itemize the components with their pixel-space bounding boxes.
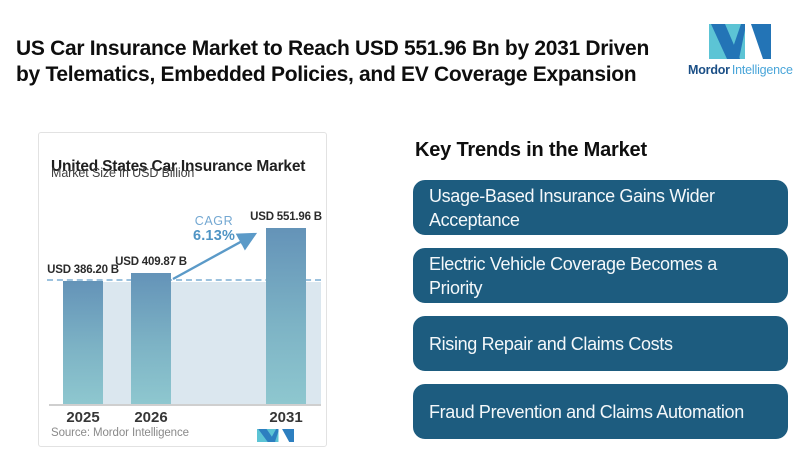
bar-2026	[131, 273, 171, 404]
market-chart-card: United States Car Insurance Market Marke…	[38, 132, 327, 447]
cagr-label: CAGR	[194, 214, 234, 228]
page-title: US Car Insurance Market to Reach USD 551…	[16, 37, 649, 87]
mordor-logo-icon	[709, 24, 771, 59]
chart-source: Source: Mordor Intelligence	[51, 427, 189, 439]
trend-box-repair-claims-costs: Rising Repair and Claims Costs	[410, 313, 791, 374]
bar-value-label: USD 409.87 B	[115, 256, 187, 268]
x-axis-line	[49, 404, 321, 406]
brand-name-secondary: Intelligence	[731, 63, 793, 77]
trend-box-usage-based-insurance: Usage-Based Insurance Gains Wider Accept…	[410, 177, 791, 238]
brand-logo-card: Mordor Intelligence	[688, 8, 793, 97]
cagr-value: 6.13%	[192, 228, 236, 244]
chart-subtitle: Market Size in USD Billion	[51, 166, 195, 180]
cagr-annotation: CAGR 6.13%	[173, 214, 255, 244]
mordor-mini-logo-icon	[257, 429, 294, 442]
trend-box-ev-coverage: Electric Vehicle Coverage Becomes a Prio…	[410, 245, 791, 306]
x-axis-tick-label: 2031	[269, 409, 303, 426]
trend-box-fraud-prevention: Fraud Prevention and Claims Automation	[410, 381, 791, 442]
x-axis-tick-label: 2025	[66, 409, 100, 426]
trends-heading: Key Trends in the Market	[415, 138, 647, 161]
brand-logo-text: Mordor Intelligence	[688, 63, 793, 77]
bar-value-label: USD 386.20 B	[47, 264, 119, 276]
bar-2025	[63, 281, 103, 404]
chart-title: United States Car Insurance Market	[51, 157, 306, 175]
brand-name-primary: Mordor	[688, 63, 730, 77]
bar-value-label: USD 551.96 B	[250, 211, 322, 223]
x-axis-tick-label: 2026	[134, 409, 168, 426]
bar-2031	[266, 228, 306, 404]
